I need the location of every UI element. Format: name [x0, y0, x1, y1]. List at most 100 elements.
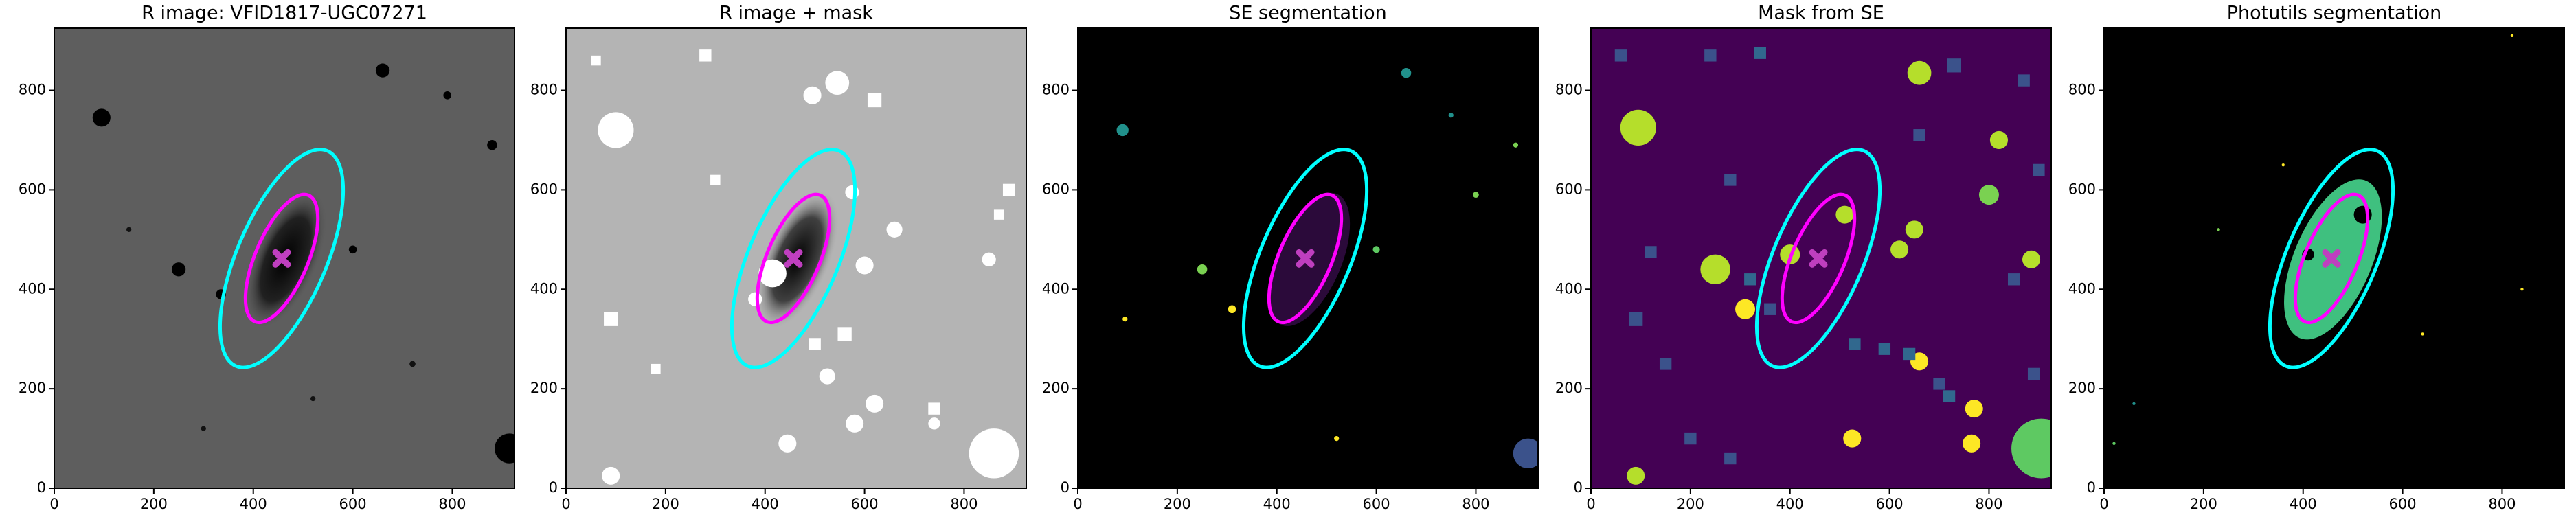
x-tick-label: 800	[2488, 496, 2516, 512]
y-tick-label: 800	[1555, 82, 1583, 98]
x-tick-label: 0	[1073, 496, 1082, 512]
axes-frame	[2103, 27, 2565, 489]
y-tick-label: 400	[2068, 280, 2096, 297]
source-blob	[1849, 338, 1861, 350]
source-blob	[126, 227, 132, 232]
panel: 0 200 400 600 800 0 200 400 600 800 Photutils segm…	[2068, 3, 2565, 512]
x-tick-label: 200	[652, 496, 679, 512]
source-blob	[1724, 174, 1737, 186]
panel: 0 200 400 600 800 0 200 400 600 800 R image + mask	[530, 3, 1027, 512]
source-blob	[1933, 378, 1945, 390]
center-marker	[784, 249, 803, 268]
source-blob	[867, 93, 882, 108]
source-blob	[348, 245, 357, 254]
source-blob	[837, 327, 852, 341]
source-blob	[1401, 67, 1412, 78]
y-tick-label: 200	[19, 380, 46, 396]
source-blob	[1744, 273, 1756, 286]
x-tick-label: 600	[851, 496, 879, 512]
x-tick-label: 800	[950, 496, 978, 512]
x-tick-label: 0	[561, 496, 570, 512]
y-tick-label: 600	[1555, 181, 1583, 197]
aperture-ellipse	[2268, 148, 2395, 369]
x-tick-label: 400	[240, 496, 267, 512]
source-blob	[1334, 435, 1340, 442]
source-blob	[1116, 124, 1129, 137]
source-blob	[1448, 113, 1454, 118]
source-blob	[2011, 418, 2051, 479]
center-marker	[2322, 249, 2341, 268]
source-blob	[1002, 183, 1015, 196]
source-blob	[201, 426, 206, 431]
x-tick-label: 600	[1876, 496, 1903, 512]
center-marker	[272, 249, 291, 268]
axes-frame	[565, 27, 1027, 489]
axes-frame	[54, 27, 515, 489]
source-blob	[409, 360, 416, 367]
source-blob	[2510, 34, 2514, 38]
source-blob	[171, 262, 186, 277]
source-blob	[1843, 429, 1862, 448]
source-blob	[809, 338, 821, 350]
source-blob	[1890, 240, 1909, 259]
panel-title: Mask from SE	[1758, 3, 1884, 24]
source-blob	[928, 402, 940, 415]
source-blob	[1903, 347, 1916, 360]
aperture-ellipse	[1267, 192, 1344, 325]
x-tick-label: 600	[2389, 496, 2417, 512]
source-blob	[969, 428, 1019, 479]
panel: 0 200 400 600 800 0 200 400 600 800 SE segmentatio…	[1042, 3, 1539, 512]
x-tick-label: 200	[1164, 496, 1191, 512]
panel: 0 200 400 600 800 0 200 400 600 800 Mask from SE	[1555, 3, 2052, 512]
y-tick-label: 400	[1042, 280, 1070, 297]
y-tick-label: 0	[549, 479, 558, 496]
y-tick-label: 0	[37, 479, 46, 496]
source-blob	[758, 259, 787, 288]
image	[54, 28, 515, 488]
y-tick-label: 200	[2068, 380, 2096, 396]
source-blob	[1684, 432, 1697, 445]
source-blob	[2132, 402, 2136, 406]
image	[1591, 28, 2051, 488]
source-blob	[819, 368, 835, 385]
center-marker	[1296, 249, 1315, 268]
source-blob	[1629, 312, 1643, 326]
source-blob	[92, 108, 111, 127]
x-tick-label: 600	[339, 496, 367, 512]
y-tick-label: 400	[530, 280, 558, 297]
source-blob	[1700, 254, 1730, 285]
source-blob	[591, 55, 601, 66]
source-blob	[1627, 466, 1645, 485]
source-blob	[1513, 142, 1519, 148]
y-tick-label: 0	[1061, 479, 1070, 496]
y-tick-label: 800	[530, 82, 558, 98]
y-tick-label: 200	[1042, 380, 1070, 396]
source-blob	[982, 252, 996, 266]
source-blob	[1965, 400, 1983, 418]
x-tick-label: 0	[1586, 496, 1595, 512]
source-blob	[2018, 74, 2030, 87]
aperture-ellipse	[243, 192, 320, 325]
source-blob	[1989, 130, 2008, 150]
source-blob	[1754, 47, 1766, 59]
source-blob	[1372, 246, 1380, 253]
source-blob	[2112, 442, 2116, 445]
source-blob	[1943, 390, 1956, 402]
source-blob	[1724, 452, 1737, 465]
axes-frame	[1590, 27, 2052, 489]
source-blob	[928, 417, 940, 430]
source-blob	[778, 434, 797, 453]
source-blob	[2281, 163, 2285, 167]
y-tick-label: 400	[19, 280, 46, 297]
x-tick-label: 0	[49, 496, 58, 512]
source-blob	[2033, 163, 2045, 176]
source-blob	[993, 209, 1004, 220]
panel-title: SE segmentation	[1229, 3, 1386, 24]
aperture-ellipse	[218, 148, 346, 369]
image	[566, 28, 1026, 488]
source-blob	[825, 71, 850, 95]
panel: 0 200 400 600 800 0 200 400 600 800 R image: VFID1…	[19, 3, 515, 512]
center-marker	[1809, 249, 1828, 268]
y-tick-label: 0	[1574, 479, 1583, 496]
